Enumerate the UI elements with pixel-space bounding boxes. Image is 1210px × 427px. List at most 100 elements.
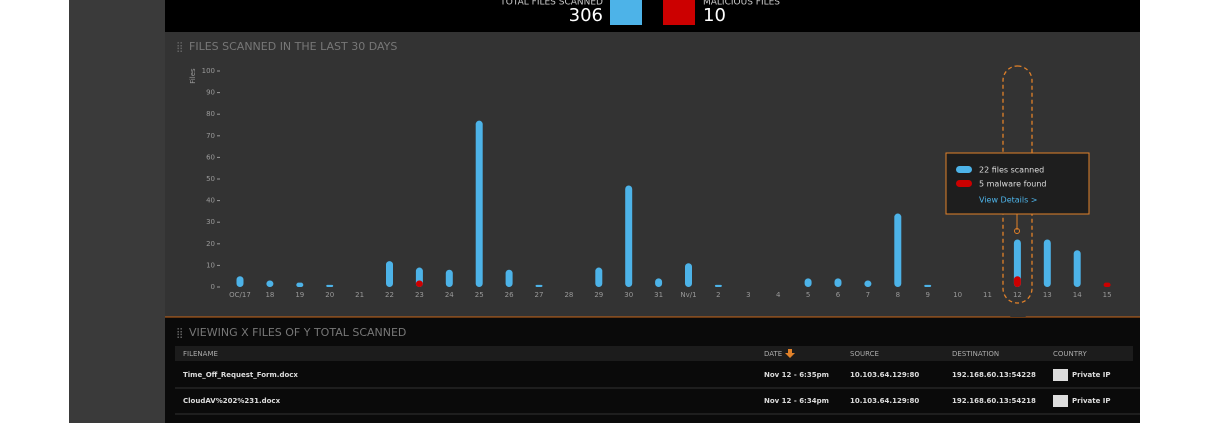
x-tick-label: 11 bbox=[983, 291, 992, 299]
table-cell: CloudAV%202%231.docx bbox=[183, 397, 281, 405]
bar bbox=[1043, 239, 1051, 287]
x-tick-label: 27 bbox=[535, 291, 544, 299]
y-tick-label: 20 bbox=[206, 240, 215, 248]
x-tick-label: 3 bbox=[746, 291, 750, 299]
malicious-value: 10 bbox=[703, 5, 726, 26]
x-tick-label: 10 bbox=[953, 291, 962, 299]
y-axis-label: Files bbox=[189, 68, 197, 84]
y-tick-label: 40 bbox=[206, 197, 215, 205]
bar bbox=[625, 185, 633, 287]
y-tick-label: 90 bbox=[206, 89, 215, 97]
y-tick-label: 80 bbox=[206, 110, 215, 118]
total-label: TOTAL FILES SCANNED bbox=[499, 0, 603, 8]
pointer bbox=[1010, 310, 1026, 317]
bar bbox=[1013, 276, 1021, 287]
bar bbox=[834, 278, 842, 287]
x-tick-label: 19 bbox=[295, 291, 304, 299]
bar bbox=[1103, 282, 1111, 287]
bar bbox=[685, 263, 692, 287]
x-tick-label: 13 bbox=[1043, 291, 1052, 299]
y-tick-label: 0 bbox=[211, 283, 215, 291]
table-title: VIEWING X FILES OF Y TOTAL SCANNED bbox=[189, 326, 406, 339]
x-tick-label: 6 bbox=[836, 291, 841, 299]
bar bbox=[445, 269, 453, 287]
x-tick-label: 9 bbox=[925, 291, 929, 299]
bar bbox=[535, 284, 543, 287]
x-tick-label: 21 bbox=[355, 291, 364, 299]
bar bbox=[475, 120, 483, 288]
y-tick-label: 50 bbox=[206, 175, 215, 183]
x-tick-label: 30 bbox=[624, 291, 633, 299]
table-panel bbox=[165, 317, 1140, 423]
bar bbox=[864, 280, 872, 287]
x-tick-label: 20 bbox=[325, 291, 334, 299]
table-cell: 10.103.64.129:80 bbox=[850, 397, 919, 405]
bar bbox=[505, 269, 513, 287]
malicious-label: MALICIOUS FILES bbox=[703, 0, 780, 8]
x-tick-label: 18 bbox=[265, 291, 274, 299]
x-tick-label: 29 bbox=[594, 291, 603, 299]
x-tick-label: 8 bbox=[896, 291, 900, 299]
total-swatch bbox=[610, 0, 642, 25]
y-tick-label: 10 bbox=[206, 261, 215, 269]
x-tick-label: Nv/1 bbox=[680, 291, 696, 299]
x-tick-label: 22 bbox=[385, 291, 394, 299]
tooltip-text: 22 files scanned bbox=[979, 166, 1044, 175]
x-tick-label: 26 bbox=[505, 291, 514, 299]
column-header: SOURCE bbox=[850, 350, 879, 358]
table-cell: Nov 12 - 6:34pm bbox=[764, 397, 829, 405]
bar bbox=[1013, 239, 1021, 287]
tooltip-swatch bbox=[956, 166, 972, 173]
x-tick-label: 7 bbox=[866, 291, 870, 299]
tooltip-swatch bbox=[956, 180, 972, 187]
country-flag bbox=[1053, 395, 1068, 407]
drag-handle: ⣿ bbox=[176, 328, 183, 339]
column-header: DATE bbox=[764, 350, 782, 358]
x-tick-label: 15 bbox=[1103, 291, 1112, 299]
table-cell: Nov 12 - 6:35pm bbox=[764, 371, 829, 379]
y-tick-label: 70 bbox=[206, 132, 215, 140]
x-tick-label: OC/17 bbox=[229, 291, 251, 299]
y-tick-label: 60 bbox=[206, 153, 215, 161]
bar bbox=[326, 284, 334, 287]
x-tick-label: 28 bbox=[564, 291, 573, 299]
x-tick-label: 2 bbox=[716, 291, 720, 299]
malicious-swatch bbox=[663, 0, 695, 25]
x-tick-label: 25 bbox=[475, 291, 484, 299]
tooltip-anchor bbox=[1014, 228, 1020, 234]
bar bbox=[655, 278, 663, 287]
table-cell: Private IP bbox=[1072, 397, 1111, 405]
x-tick-label: 14 bbox=[1073, 291, 1082, 299]
view-details-link[interactable]: View Details > bbox=[979, 196, 1038, 205]
bar bbox=[266, 280, 274, 287]
bar bbox=[1073, 250, 1081, 287]
tooltip-text: 5 malware found bbox=[979, 180, 1047, 189]
x-tick-label: 24 bbox=[445, 291, 454, 299]
table-cell: Time_Off_Request_Form.docx bbox=[183, 371, 298, 379]
table-cell: 192.168.60.13:54228 bbox=[952, 371, 1036, 379]
sidebar bbox=[69, 0, 165, 423]
bar bbox=[924, 284, 932, 287]
summary-band bbox=[165, 0, 1140, 32]
table-cell: 10.103.64.129:80 bbox=[850, 371, 919, 379]
bar bbox=[894, 213, 902, 287]
column-header: FILENAME bbox=[183, 350, 218, 358]
table-header bbox=[175, 346, 1133, 361]
x-tick-label: 12 bbox=[1013, 291, 1022, 299]
column-header: DESTINATION bbox=[952, 350, 999, 358]
table-cell: Private IP bbox=[1072, 371, 1111, 379]
sort-arrow bbox=[785, 349, 795, 358]
bar bbox=[714, 284, 722, 287]
column-header: COUNTRY bbox=[1053, 350, 1087, 358]
total-value: 306 bbox=[569, 5, 603, 26]
bar bbox=[386, 261, 393, 287]
chart-title: FILES SCANNED IN THE LAST 30 DAYS bbox=[189, 40, 397, 53]
table-cell: 192.168.60.13:54218 bbox=[952, 397, 1036, 405]
drag-handle: ⣿ bbox=[176, 42, 183, 53]
y-tick-label: 100 bbox=[202, 67, 215, 75]
y-tick-label: 30 bbox=[206, 218, 215, 226]
x-tick-label: 5 bbox=[806, 291, 810, 299]
bar bbox=[595, 267, 603, 287]
x-tick-label: 31 bbox=[654, 291, 663, 299]
